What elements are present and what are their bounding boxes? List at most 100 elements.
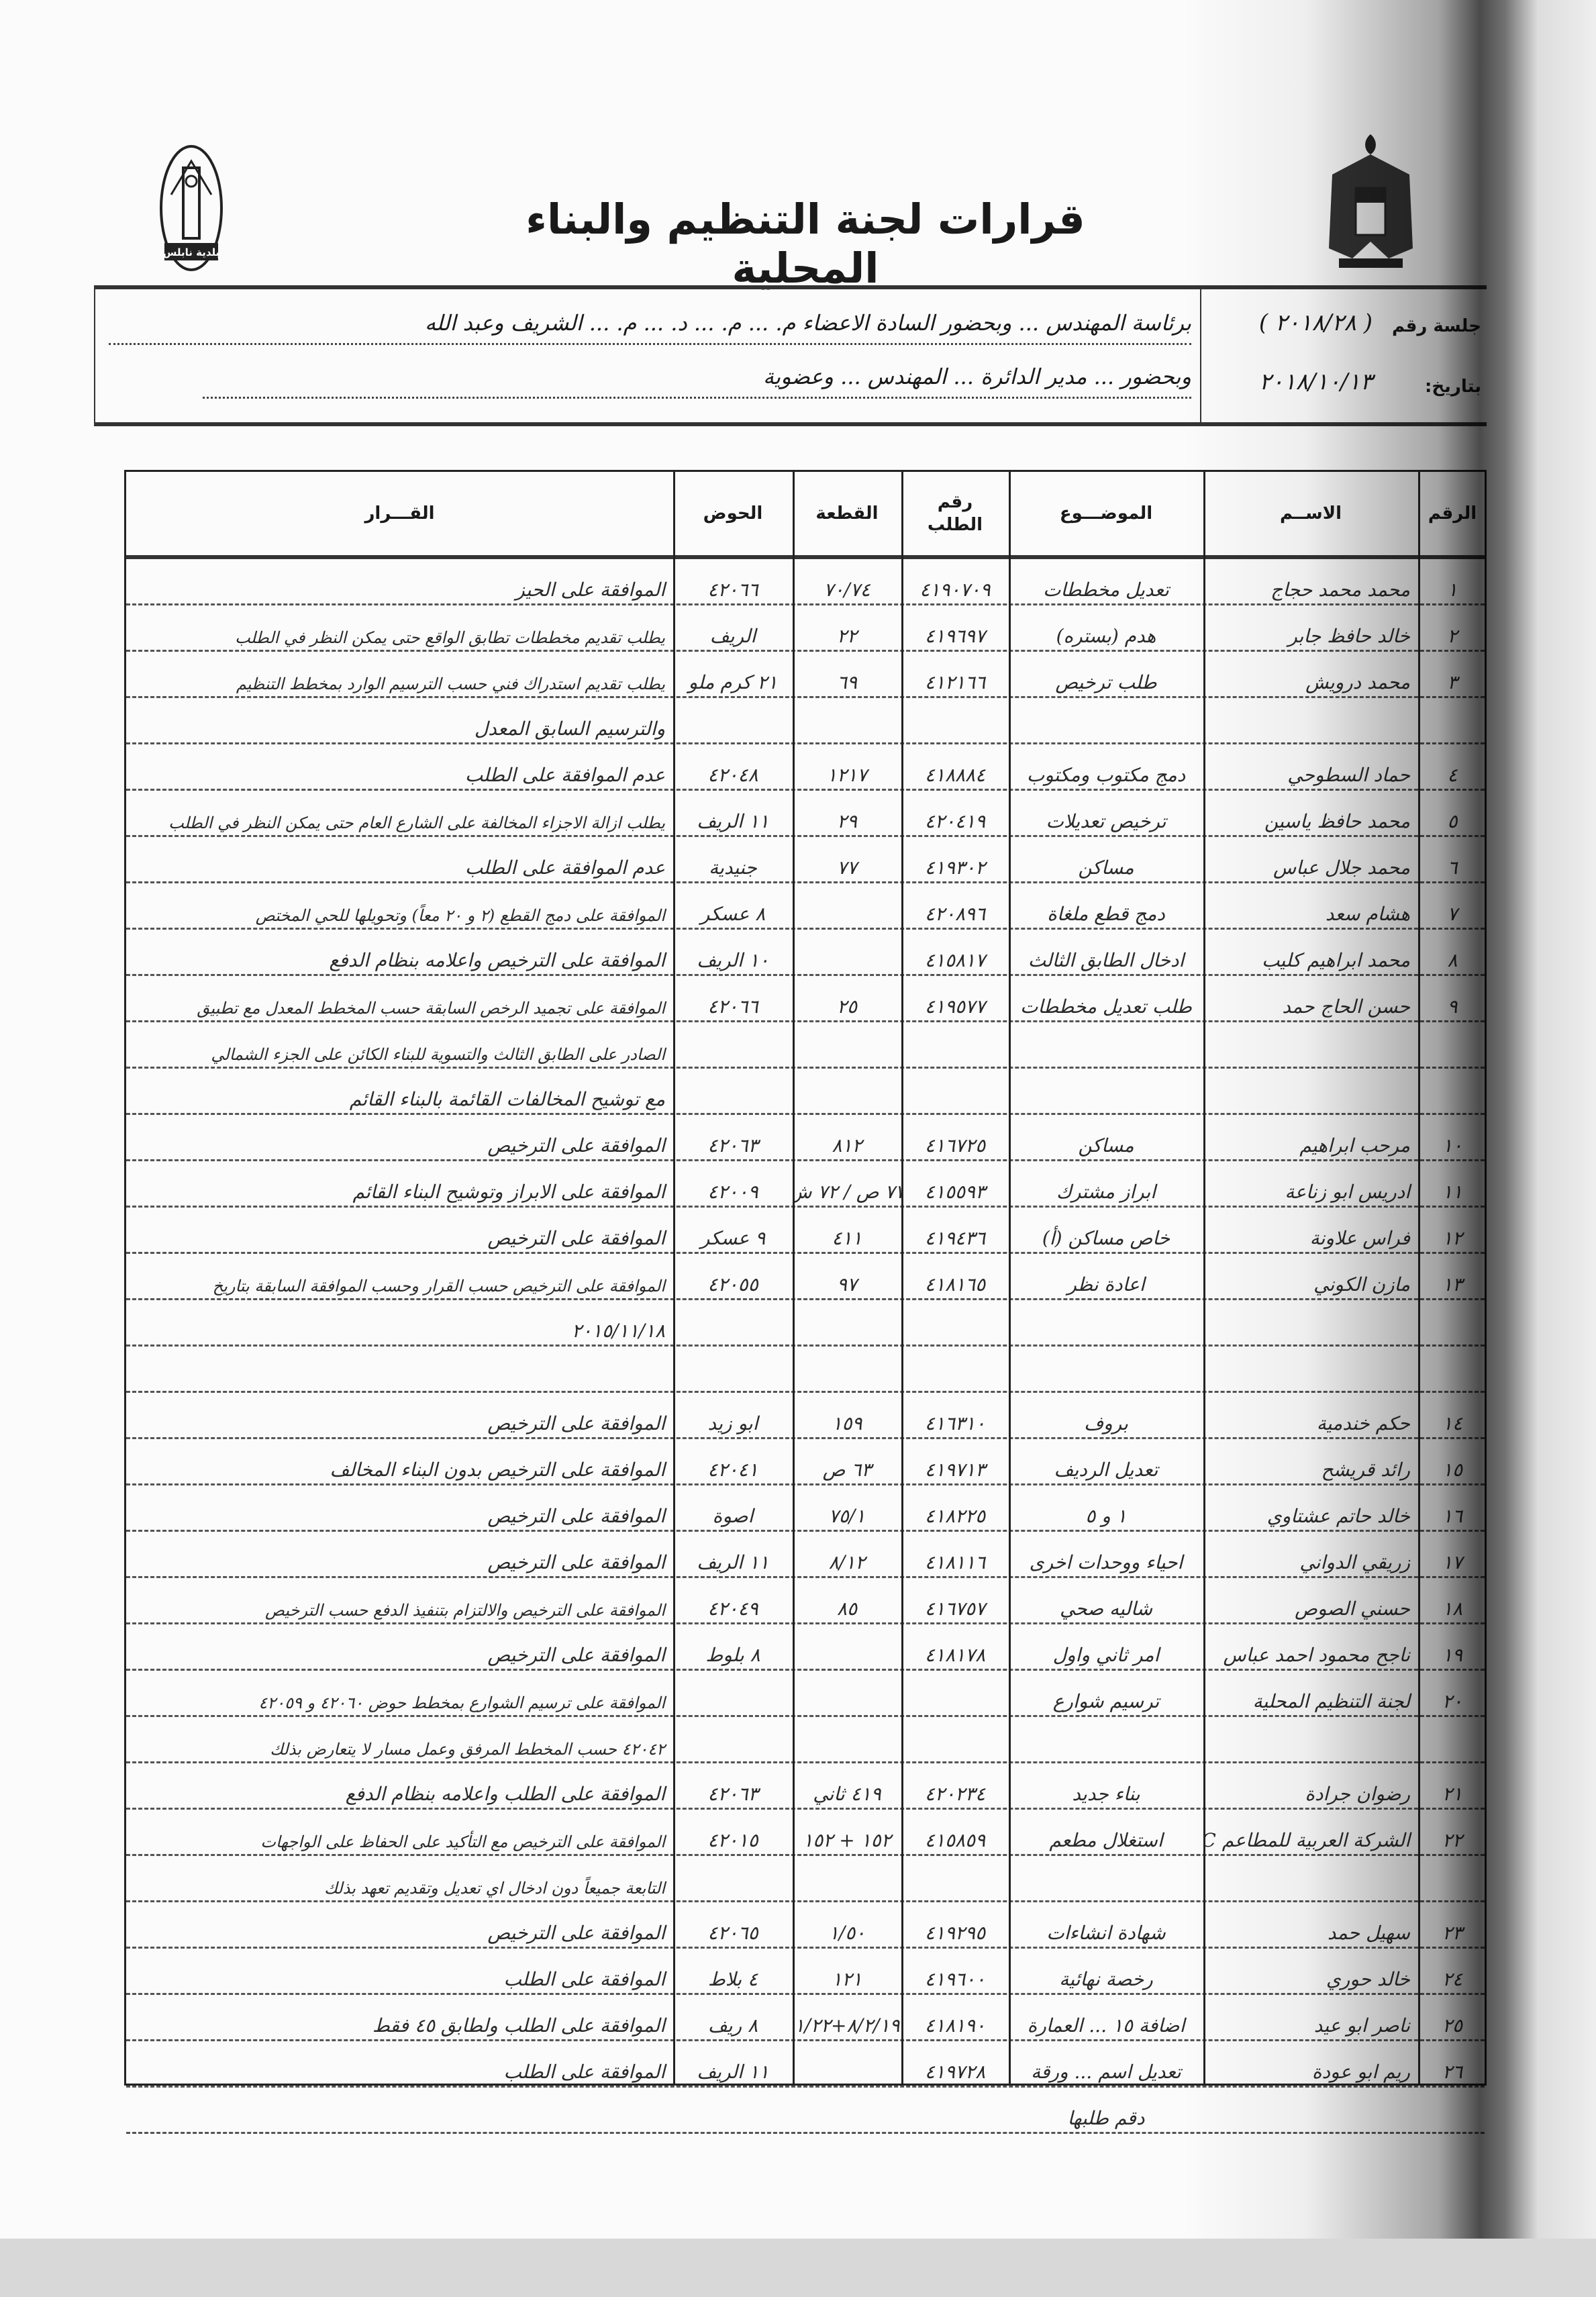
cell-request-no: ٤١٩٠٧٠٩: [919, 579, 991, 601]
table-row: ١٦ خالد حاتم عشتاوي ١ و ٥ ٤١٨٢٢٥ ٧٥/١ اصوة الم…: [126, 1485, 1485, 1532]
cell-no: [1418, 1347, 1487, 1391]
table-row: ٢٢ الشركة العربية للمطاعم KFC استغلال مطعم…: [126, 1810, 1485, 1856]
cell-no: ١٤: [1442, 1412, 1463, 1434]
cell-subject: امر ثاني واول: [1052, 1644, 1160, 1666]
header-plot: القطعة: [815, 503, 879, 524]
cell-no: ٢٦: [1442, 2061, 1463, 2083]
cell-plot: ٧٥/١: [828, 1505, 866, 1527]
cell-decision: الموافقة على الترخيص مع التأكيد على الحف…: [260, 1832, 665, 1851]
table-row: [126, 1347, 1485, 1393]
cell-basin: ابو زيد: [707, 1412, 758, 1434]
cell-plot: ٢٢: [836, 625, 858, 647]
cell-basin: [673, 1069, 793, 1113]
cell-decision: الموافقة على الترخيص: [487, 1644, 665, 1666]
cell-basin: جنيدية: [709, 857, 757, 879]
cell-request-no: ٤١٩٥٧٧: [924, 995, 986, 1018]
cell-subject: اعادة نظر: [1067, 1273, 1145, 1296]
cell-name: زريقي الدواني: [1299, 1551, 1410, 1573]
cell-request-no: ٤١٩٢٩٥: [924, 1922, 986, 1944]
table-row: ١٩ ناجح محمود احمد عباس امر ثاني واول ٤١٨١٧…: [126, 1624, 1485, 1671]
cell-request-no: [901, 1856, 1009, 1900]
cell-plot: [793, 1069, 901, 1113]
cell-name: ريم ابو عودة: [1311, 2061, 1410, 2083]
cell-name: حكم خندمية: [1316, 1412, 1410, 1434]
table-row: ٦ محمد جلال عباس مساكن ٤١٩٣٠٢ ٧٧ جنيدية عدم ال…: [126, 837, 1485, 883]
cell-plot: [793, 1671, 901, 1715]
cell-no: ١: [1447, 579, 1458, 601]
table-row: ١ محمد محمد حجاج تعديل مخططات ٤١٩٠٧٠٩ ٧٠/٧٤ ٤…: [126, 559, 1485, 605]
cell-plot: ٧٧ ص / ٧٢ ش: [793, 1181, 901, 1203]
cell-subject: [1009, 1856, 1203, 1900]
cell-decision: [126, 2088, 673, 2132]
cell-no: ٧: [1447, 903, 1458, 925]
cell-subject: بناء جديد: [1072, 1783, 1140, 1805]
cell-basin: ٤٢٠٦٦: [707, 579, 758, 601]
table-row: ٢ خالد حافظ جابر هدم (بستره) ٤١٩٦٩٧ ٢٢ الريف ي…: [126, 605, 1485, 652]
cell-no: [1418, 1856, 1487, 1900]
cell-subject: دمج مكتوب ومكتوب: [1026, 764, 1186, 786]
cell-plot: ٩٧: [836, 1273, 858, 1296]
table-row: ٤ حماد السطوحي دمج مكتوب ومكتوب ٤١٨٨٨٤ ١٢١٧ ٤…: [126, 744, 1485, 791]
table-header: الرقم الاســم الموضـــوع رقم الطلب القطع…: [126, 472, 1485, 559]
table-row: ١٣ مازن الكوني اعادة نظر ٤١٨١٦٥ ٩٧ ٤٢٠٥٥ الموا…: [126, 1254, 1485, 1300]
cell-decision: ٢٠١٥/١١/١٨: [571, 1320, 665, 1342]
cell-decision: الموافقة على الترخيص والالتزام بتنفيذ ال…: [264, 1601, 665, 1620]
cell-name: محمد درويش: [1305, 671, 1410, 693]
cell-decision: الموافقة على الطلب: [503, 2061, 665, 2083]
cell-decision: الموافقة على الحيز: [515, 579, 665, 601]
header-basin: الحوض: [703, 503, 763, 524]
cell-basin: ٤٢٠٦٥: [707, 1922, 758, 1944]
cell-decision: الموافقة على ترسيم الشوارع بمخطط حوض ٤٢٠…: [258, 1694, 665, 1712]
cell-basin: الريف: [709, 625, 756, 647]
session-date-value: ٢٠١٨/١٠/١٣: [1258, 369, 1373, 395]
table-row: ١٥ رائد قريشح تعديل الرديف ٤١٩٧١٣ ٦٣ ص ٤٢٠٤١ ا…: [126, 1439, 1485, 1485]
cell-subject: شهادة انشاءات: [1046, 1922, 1166, 1944]
cell-subject: خاص مساكن (أ): [1042, 1227, 1170, 1249]
cell-no: ١٦: [1442, 1505, 1463, 1527]
cell-name: [1203, 1300, 1418, 1345]
cell-decision: الموافقة على الترخيص: [487, 1551, 665, 1573]
municipality-logo: بلدية نابلس: [160, 145, 223, 271]
attendance-line-2: وبحضور ... مدير الدائرة ... المهندس ... …: [203, 356, 1191, 399]
cell-subject: [1009, 1717, 1203, 1761]
cell-basin: [673, 1347, 793, 1391]
cell-request-no: ٤١٨١٦٥: [924, 1273, 986, 1296]
cell-basin: ١١ الريف: [697, 1551, 769, 1573]
cell-name: حسني الصوص: [1295, 1598, 1410, 1620]
cell-no: ١٧: [1442, 1551, 1463, 1573]
cell-basin: ٤٢٠٦٦: [707, 995, 758, 1018]
cell-basin: [673, 698, 793, 742]
table-row: دقم طلبها: [126, 2088, 1485, 2134]
cell-no: ٢٣: [1442, 1922, 1463, 1944]
column-divider: [1418, 472, 1420, 2084]
header-subject: الموضـــوع: [1059, 503, 1153, 524]
cell-plot: [793, 883, 901, 928]
cell-basin: ٤٢٠٤١: [707, 1459, 758, 1481]
cell-request-no: [901, 1069, 1009, 1113]
cell-request-no: ٤١٨١٧٨: [924, 1644, 986, 1666]
cell-basin: اصوة: [712, 1505, 754, 1527]
cell-decision: [126, 1347, 673, 1391]
cell-name: مازن الكوني: [1313, 1273, 1410, 1296]
cell-decision: الموافقة على دمج القطع (٢ و ٢٠ معاً) وتح…: [255, 906, 665, 925]
table-row: ٤٢٠٤٢ حسب المخطط المرفق وعمل مسار لا يتع…: [126, 1717, 1485, 1763]
cell-subject: دمج قطع ملغاة: [1047, 903, 1165, 925]
cell-name: [1203, 1347, 1418, 1391]
cell-basin: ٩ عسكر: [700, 1227, 766, 1249]
cell-name: سهيل حمد: [1327, 1922, 1410, 1944]
cell-basin: ٤٢٠٠٩: [707, 1181, 758, 1203]
cell-request-no: [901, 698, 1009, 742]
cell-no: ١٣: [1442, 1273, 1463, 1296]
cell-no: [1418, 1022, 1487, 1067]
cell-subject: ادخال الطابق الثالث: [1028, 949, 1185, 971]
session-date-label: بتاريخ:: [1424, 377, 1481, 397]
cell-no: ٥: [1447, 810, 1458, 832]
cell-subject: تعديل مخططات: [1043, 579, 1169, 601]
cell-plot: [793, 698, 901, 742]
cell-request-no: ٤٢٠٨٩٦: [924, 903, 986, 925]
cell-no: ١٥: [1442, 1459, 1463, 1481]
cell-basin: ٤٢٠٦٣: [707, 1783, 758, 1805]
cell-request-no: ٤١٩٣٠٢: [924, 857, 986, 879]
table-row: ١٨ حسني الصوص شاليه صحي ٤١٦٧٥٧ ٨٥ ٤٢٠٤٩ المواف…: [126, 1578, 1485, 1624]
cell-no: ٩: [1447, 995, 1458, 1018]
